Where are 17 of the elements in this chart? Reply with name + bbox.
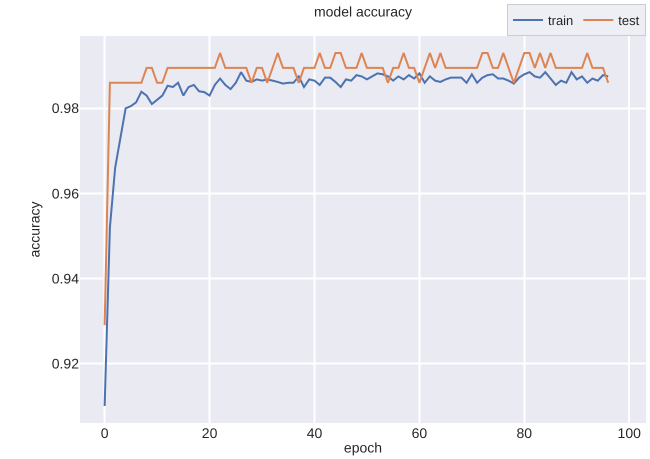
line-series [104,71,610,407]
x-tick-label: 40 [306,425,322,441]
y-axis-title: accuracy [26,201,42,258]
x-tick-label: 60 [412,425,428,441]
x-tick-label: 80 [516,425,532,441]
y-tick-label: 0.94 [52,270,80,286]
x-axis-title: epoch [344,439,382,456]
x-tick-label: 20 [202,425,218,441]
chart-title: model accuracy [314,4,412,20]
y-tick-label: 0.96 [52,185,80,202]
y-tick-label: 0.92 [52,355,80,372]
x-tick-label: 0 [100,425,109,441]
legend-label: train [548,13,574,28]
line-series [104,52,610,326]
legend-label: test [618,13,640,28]
x-tick-label: 100 [618,425,642,441]
y-tick-label: 0.98 [52,100,80,116]
